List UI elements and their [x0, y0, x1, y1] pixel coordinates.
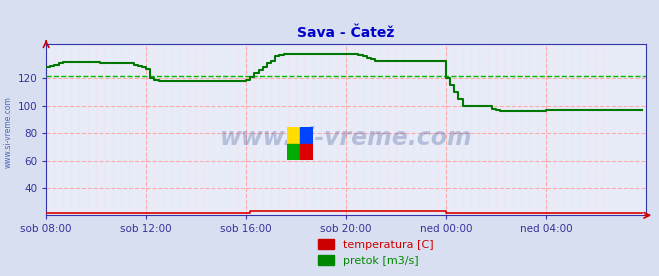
- Legend: temperatura [C], pretok [m3/s]: temperatura [C], pretok [m3/s]: [313, 234, 438, 270]
- Bar: [300, 127, 313, 144]
- Text: www.si-vreme.com: www.si-vreme.com: [219, 126, 473, 150]
- Title: Sava - Čatež: Sava - Čatež: [297, 26, 395, 40]
- Bar: [300, 144, 313, 160]
- Text: www.si-vreme.com: www.si-vreme.com: [3, 97, 13, 168]
- Bar: [287, 144, 300, 160]
- Bar: [287, 127, 300, 144]
